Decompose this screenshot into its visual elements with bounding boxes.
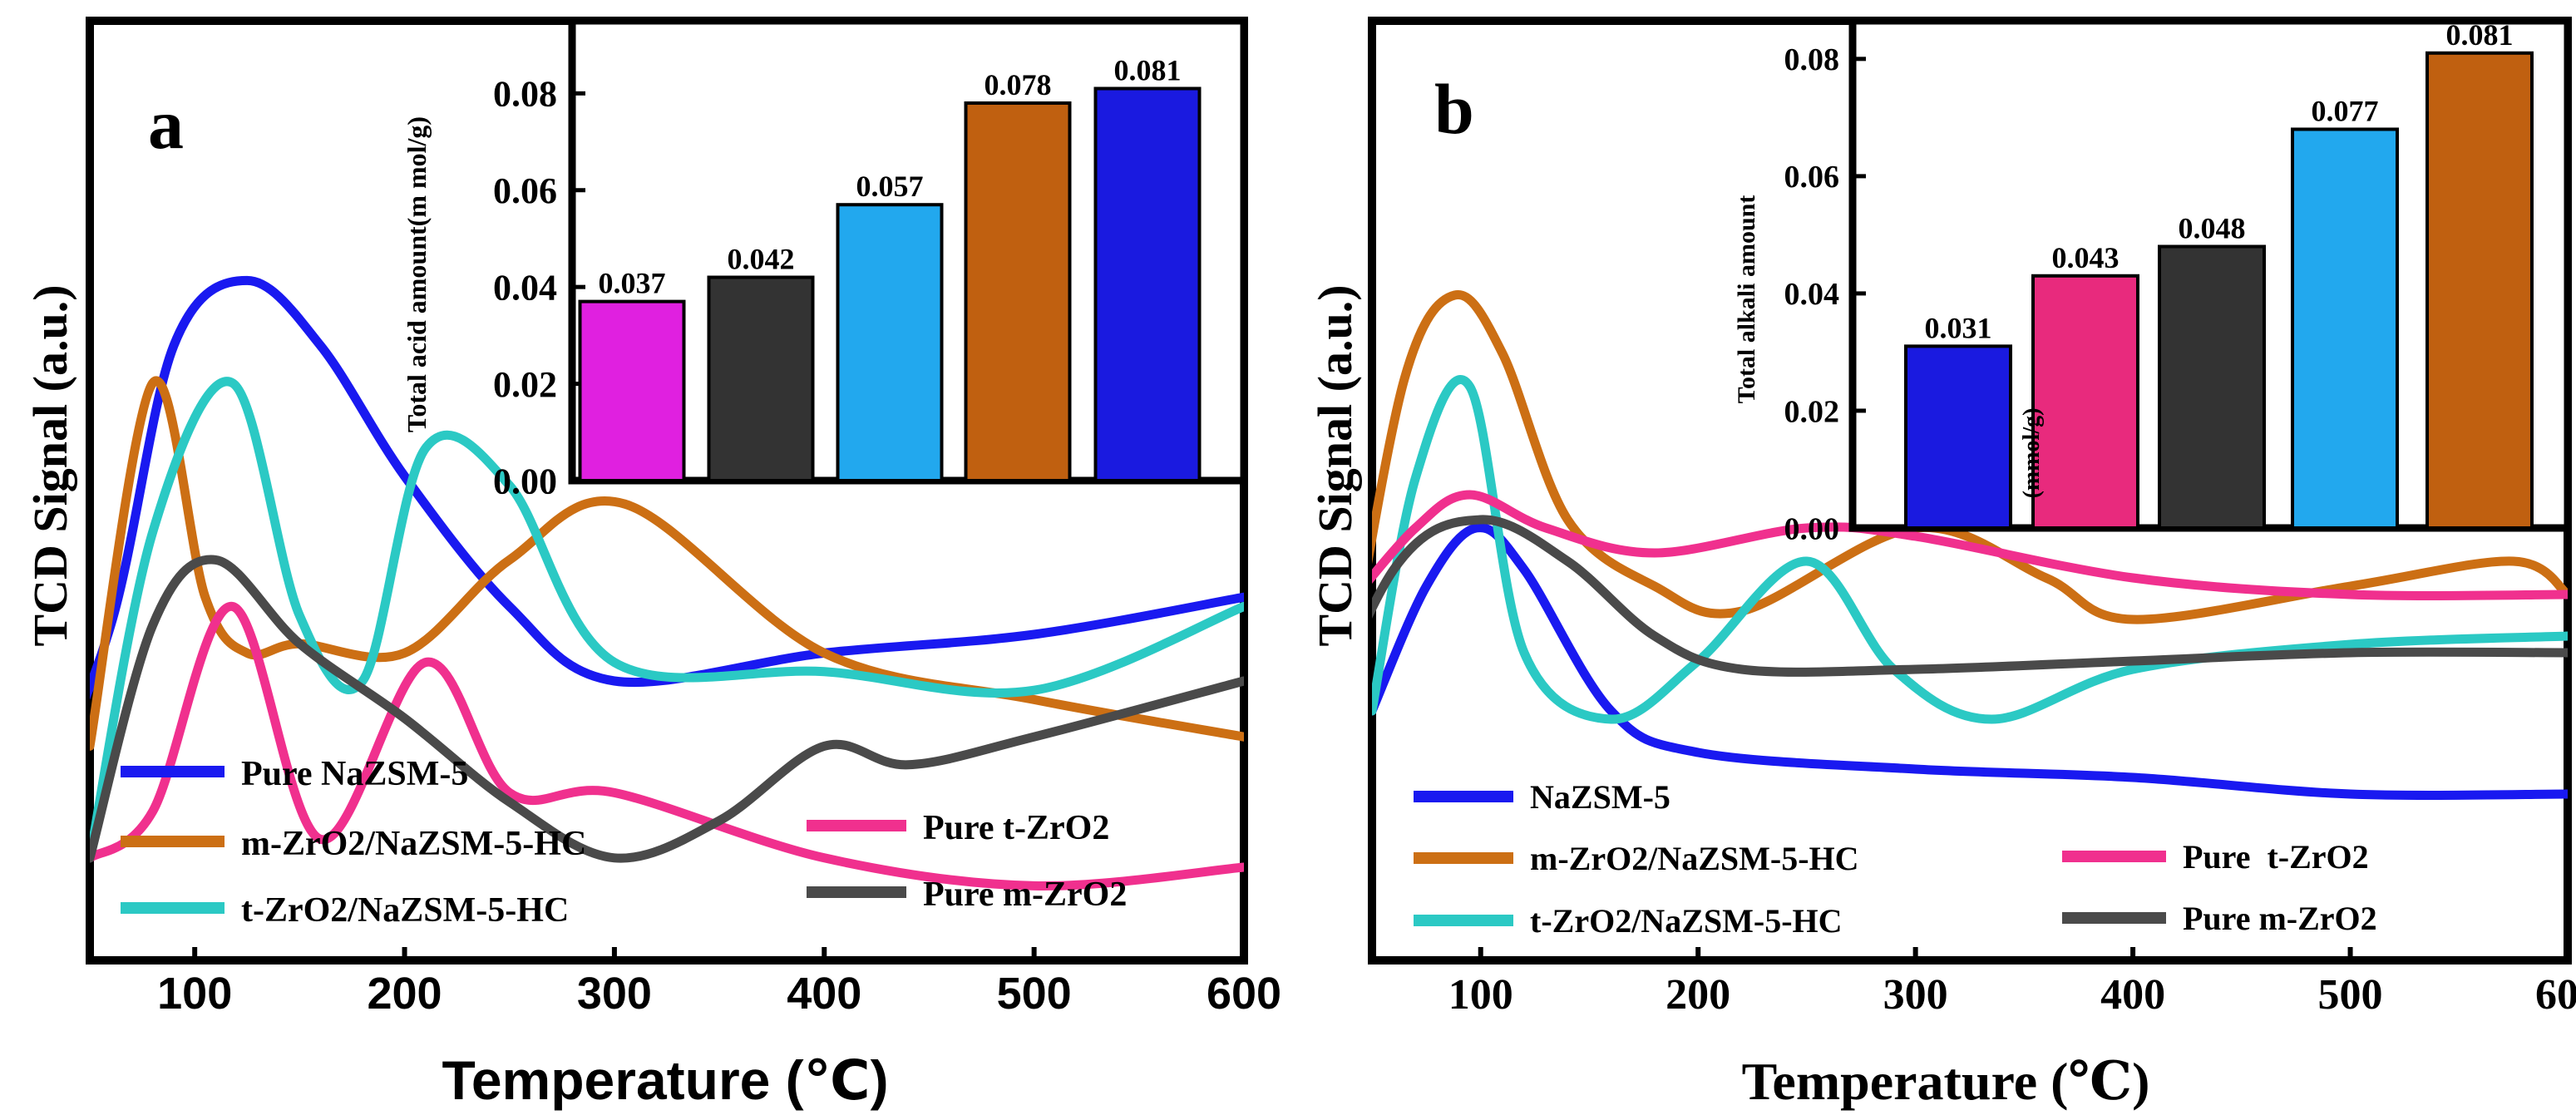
panel-b-legend: NaZSM-5 m-ZrO2/NaZSM-5-HC t-ZrO2/NaZSM-5…: [1414, 778, 2377, 940]
inset-bar-b-1: [1904, 344, 2012, 530]
inset-bar-a-1: [578, 299, 686, 483]
series-line-a-4: [90, 601, 1244, 891]
legend-b-label-5: Pure m-ZrO2: [2183, 900, 2377, 937]
inset-y-tick-label-a-1: 0.00: [493, 461, 557, 501]
panel-a-x-axis: 100 200 300 400 500 600: [157, 947, 1281, 1019]
panel-b: 100 200 300 400 500 600 b TCD Signal (a.u.) T…: [1308, 17, 2576, 1111]
inset-bar-label-b-2: 0.043: [2052, 241, 2120, 274]
x-tick-label-b-2: 200: [1666, 971, 1730, 1019]
panel-b-letter: b: [1434, 69, 1474, 149]
inset-bar-label-a-4: 0.078: [985, 68, 1052, 101]
inset-bar-label-a-1: 0.037: [599, 267, 666, 300]
legend-a-label-5: Pure m-ZrO2: [923, 876, 1127, 914]
inset-bar-b-2: [2031, 274, 2139, 530]
panel-a: 100 200 300 400 500 600 a TCD Signal (a.u.) T…: [23, 17, 1281, 1111]
inset-y-tick-label-a-4: 0.06: [493, 170, 557, 211]
x-tick-label-b-6: 600: [2535, 971, 2576, 1019]
legend-b-label-2: m-ZrO2/NaZSM-5-HC: [1530, 840, 1859, 877]
x-tick-label-a-5: 500: [997, 969, 1072, 1019]
inset-bar-label-a-5: 0.081: [1114, 53, 1182, 86]
x-tick-label-a-3: 300: [577, 969, 652, 1019]
inset-bar-a-3: [836, 203, 944, 482]
inset-bar-b-4: [2291, 127, 2399, 530]
x-tick-label-a-1: 100: [157, 969, 232, 1019]
inset-y-tick-label-b-4: 0.06: [1784, 160, 1840, 195]
inset-y-tick-label-b-5: 0.08: [1784, 42, 1840, 77]
legend-a-label-2: m-ZrO2/NaZSM-5-HC: [241, 825, 586, 863]
series-line-a-5: [90, 555, 1244, 863]
panel-a-ylabel: TCD Signal (a.u.): [23, 284, 77, 646]
legend-b-label-3: t-ZrO2/NaZSM-5-HC: [1530, 902, 1843, 940]
x-tick-label-a-2: 200: [367, 969, 442, 1019]
x-tick-label-b-3: 300: [1883, 971, 1948, 1019]
panel-b-x-axis: 100 200 300 400 500 600: [1448, 947, 2576, 1019]
series-line-a-3: [90, 377, 1244, 863]
inset-bar-b-5: [2425, 51, 2534, 530]
inset-bar-label-a-3: 0.057: [856, 170, 924, 203]
x-tick-label-b-1: 100: [1448, 971, 1513, 1019]
inset-y-tick-label-a-5: 0.08: [493, 74, 557, 115]
inset-bar-a-5: [1093, 86, 1202, 482]
inset-y-tick-label-b-2: 0.02: [1784, 394, 1840, 429]
panel-a-xlabel: Temperature (℃): [442, 1049, 888, 1111]
inset-bar-label-b-3: 0.048: [2179, 212, 2246, 245]
panel-b-inset: 0.00 0.02 0.04 0.06 0.08 0.031 0.043 0.048 0.077…: [1733, 17, 2572, 546]
legend-b-label-1: NaZSM-5: [1530, 778, 1670, 816]
inset-ylabel-b: Total alkali amount: [1733, 195, 1760, 404]
inset-y-tick-label-a-3: 0.04: [493, 268, 557, 308]
series-line-b-5: [1372, 515, 2568, 677]
panel-b-plot-area: [1372, 290, 2568, 800]
x-tick-label-b-5: 500: [2318, 971, 2383, 1019]
panel-b-ylabel: TCD Signal (a.u.): [1308, 284, 1362, 646]
x-tick-label-a-6: 600: [1207, 969, 1281, 1019]
panel-a-inset: 0.00 0.02 0.04 0.06 0.08 0.037 0.042 0.057 0.078…: [402, 17, 1248, 501]
legend-a-label-1: Pure NaZSM-5: [241, 755, 468, 793]
legend-a-label-4: Pure t-ZrO2: [923, 809, 1109, 847]
series-line-b-4: [1372, 490, 2568, 600]
inset-bar-label-a-2: 0.042: [728, 243, 795, 276]
x-tick-label-a-4: 400: [787, 969, 861, 1019]
inset-bar-label-b-5: 0.081: [2446, 18, 2514, 52]
panel-a-plot-area: [90, 275, 1244, 891]
inset-bar-a-2: [707, 275, 815, 482]
inset-bar-label-b-4: 0.077: [2312, 94, 2379, 127]
inset-bar-b-3: [2158, 244, 2266, 530]
inset-y-tick-label-a-2: 0.02: [493, 364, 557, 405]
inset-ylabel-unit-b: (mmol/g): [2019, 408, 2045, 499]
legend-b-label-4: Pure t-ZrO2: [2183, 838, 2369, 876]
inset-bar-label-b-1: 0.031: [1925, 311, 1992, 344]
inset-ylabel-a: Total acid amount(m mol/g): [402, 116, 432, 432]
inset-y-tick-label-b-1: 0.00: [1784, 511, 1840, 546]
panel-b-xlabel: Temperature (℃): [1742, 1052, 2150, 1111]
inset-bar-a-4: [964, 101, 1072, 483]
panel-a-legend: Pure NaZSM-5 m-ZrO2/NaZSM-5-HC t-ZrO2/Na…: [121, 755, 1127, 930]
panel-a-letter: a: [148, 84, 184, 164]
x-tick-label-b-4: 400: [2100, 971, 2165, 1019]
series-line-b-1: [1372, 523, 2568, 800]
legend-a-label-3: t-ZrO2/NaZSM-5-HC: [241, 891, 569, 930]
inset-y-tick-label-b-3: 0.04: [1784, 277, 1840, 312]
